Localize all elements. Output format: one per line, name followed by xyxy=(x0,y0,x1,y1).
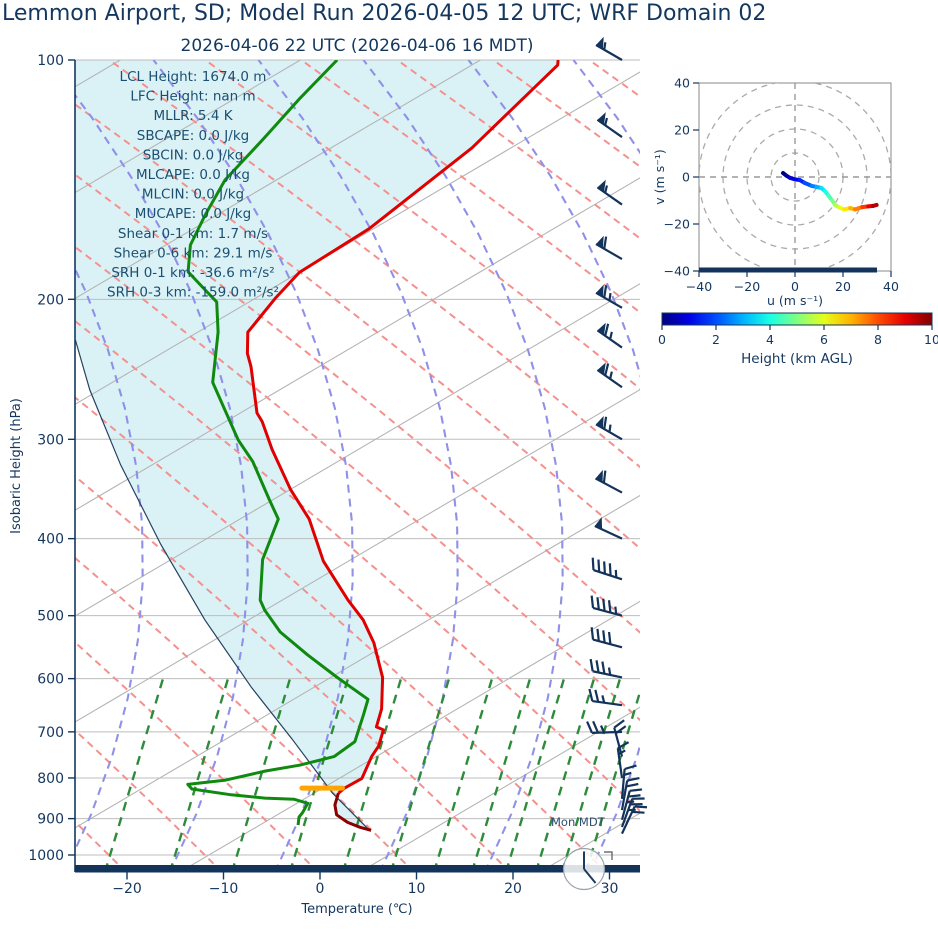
sounding-profiles xyxy=(186,60,560,832)
figure-title: Lemmon Airport, SD; Model Run 2026-04-05… xyxy=(2,1,766,26)
pressure-tick-label: 400 xyxy=(37,532,64,548)
pressure-tick-label: 900 xyxy=(37,812,64,828)
temperature-axis-label: Temperature (℃) xyxy=(300,902,412,917)
wind-barb xyxy=(620,797,645,828)
pressure-tick-label: 500 xyxy=(37,609,64,625)
pressure-tick-label: 600 xyxy=(37,672,64,688)
wind-barb xyxy=(591,557,623,581)
wind-barb xyxy=(621,805,648,835)
hodograph-u-tick: −20 xyxy=(734,279,760,294)
wind-barb xyxy=(595,36,623,61)
hodograph-v-tick: 0 xyxy=(682,170,690,185)
stat-line: SRH 0-3 km: -159.0 m²/s² xyxy=(107,285,279,301)
wind-barb xyxy=(595,235,623,261)
temperature-tick-label: −10 xyxy=(209,881,239,897)
pressure-tick-label: 700 xyxy=(37,725,64,741)
wind-barb xyxy=(596,179,623,206)
hodograph-u-tick: 20 xyxy=(835,279,851,294)
colorbar-tick: 0 xyxy=(658,332,666,347)
pressure-tick-label: 200 xyxy=(37,292,64,308)
wind-barb xyxy=(596,322,623,349)
pressure-tick-label: 100 xyxy=(37,53,64,69)
wind-barb xyxy=(616,741,630,779)
wind-barbs xyxy=(586,36,648,835)
wind-barb xyxy=(588,688,623,707)
colorbar-tick: 2 xyxy=(712,332,720,347)
stat-line: Shear 0-1 km: 1.7 m/s xyxy=(118,226,268,242)
stat-line: SBCAPE: 0.0 J/kg xyxy=(137,128,249,144)
pressure-axis-label: Isobaric Height (hPa) xyxy=(9,398,24,534)
parcel-trace xyxy=(75,339,372,832)
hodograph-u-axis-label: u (m s⁻¹) xyxy=(767,293,823,308)
wind-barb xyxy=(620,777,640,811)
wind-barb xyxy=(589,658,623,679)
hodograph-u-tick: −40 xyxy=(686,279,712,294)
dry-adiabats xyxy=(75,60,640,872)
stat-line: Shear 0-6 km: 29.1 m/s xyxy=(114,245,273,261)
wind-barb xyxy=(595,284,623,309)
pressure-tick-label: 800 xyxy=(37,771,64,787)
wind-barb xyxy=(594,469,623,494)
clock-icon xyxy=(562,847,613,891)
wind-barb xyxy=(596,362,623,389)
hodograph-v-tick: −40 xyxy=(664,264,690,279)
moist-adiabats xyxy=(75,60,640,872)
stat-line: MLLR: 5.4 K xyxy=(153,108,233,124)
pressure-tick-label: 300 xyxy=(37,432,64,448)
colorbar-tick: 10 xyxy=(924,332,938,347)
colorbar-tick: 6 xyxy=(820,332,828,347)
mixing-ratio-lines xyxy=(103,678,640,872)
temperature-tick-label: 30 xyxy=(601,881,619,897)
hodograph-v-axis-label: v (m s⁻¹) xyxy=(652,149,667,204)
sounding-stats-block: LCL Height: 1674.0 m LFC Height: nan m MLL… xyxy=(107,69,279,301)
colorbar-tick: 4 xyxy=(766,332,774,347)
stat-line: MUCAPE: 0.0 J/kg xyxy=(135,206,251,222)
wind-barb xyxy=(596,112,623,138)
temperature-tick-label: 0 xyxy=(316,881,325,897)
hodograph-v-tick: −20 xyxy=(664,217,690,232)
wind-barb xyxy=(620,764,637,799)
wind-barb xyxy=(620,788,643,821)
wind-barb xyxy=(590,595,623,617)
wind-barb xyxy=(594,517,623,540)
stat-line: MLCIN: 0.0 J/kg xyxy=(142,187,244,203)
hodograph-v-tick: 20 xyxy=(674,123,690,138)
stat-line: LFC Height: nan m xyxy=(130,89,255,105)
stat-line: SBCIN: 0.0 J/kg xyxy=(143,147,244,163)
stat-line: SRH 0-1 km: -36.6 m²/s² xyxy=(111,265,274,281)
wind-barb xyxy=(595,416,623,441)
hodograph-v-tick: 40 xyxy=(674,76,690,91)
height-colorbar: 0 2 4 6 8 10 xyxy=(658,312,938,347)
hodograph-inset: −40 −20 0 20 40 −40 −20 0 20 40 xyxy=(664,76,899,295)
temperature-tick-label: 20 xyxy=(504,881,522,897)
colorbar-label: Height (km AGL) xyxy=(741,351,853,367)
temperature-tick-label: −20 xyxy=(112,881,142,897)
stat-line: LCL Height: 1674.0 m xyxy=(120,69,267,85)
colorbar-tick: 8 xyxy=(874,332,882,347)
wind-barb xyxy=(590,627,623,649)
skewt-axes: 100 200 300 400 500 600 700 800 900 1000 −20 −10 0 10… xyxy=(28,53,640,897)
cin-shade-region xyxy=(75,60,559,832)
valid-time-title: 2026-04-06 22 UTC (2026-04-06 16 MDT) xyxy=(181,36,534,56)
pressure-tick-label: 1000 xyxy=(28,848,64,864)
temperature-tick-label: 10 xyxy=(408,881,426,897)
day-timezone-label: Mon MDT xyxy=(551,815,606,829)
hodograph-u-tick: 40 xyxy=(883,279,899,294)
hodograph-u-tick: 0 xyxy=(791,279,799,294)
stat-line: MLCAPE: 0.0 J/kg xyxy=(136,167,250,183)
